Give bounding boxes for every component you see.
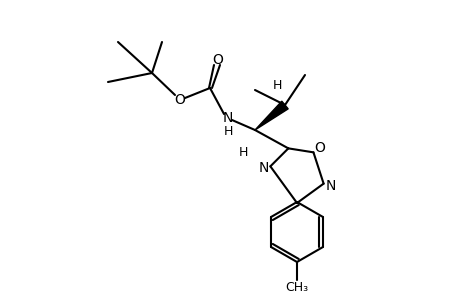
- Text: H: H: [272, 79, 281, 92]
- Text: N: N: [325, 179, 335, 193]
- Text: H: H: [238, 146, 247, 158]
- Text: CH₃: CH₃: [285, 281, 308, 295]
- Polygon shape: [254, 101, 288, 130]
- Text: H: H: [223, 124, 232, 137]
- Text: O: O: [212, 53, 223, 67]
- Text: N: N: [257, 161, 268, 175]
- Text: N: N: [222, 111, 233, 125]
- Text: O: O: [174, 93, 185, 107]
- Text: O: O: [313, 141, 324, 155]
